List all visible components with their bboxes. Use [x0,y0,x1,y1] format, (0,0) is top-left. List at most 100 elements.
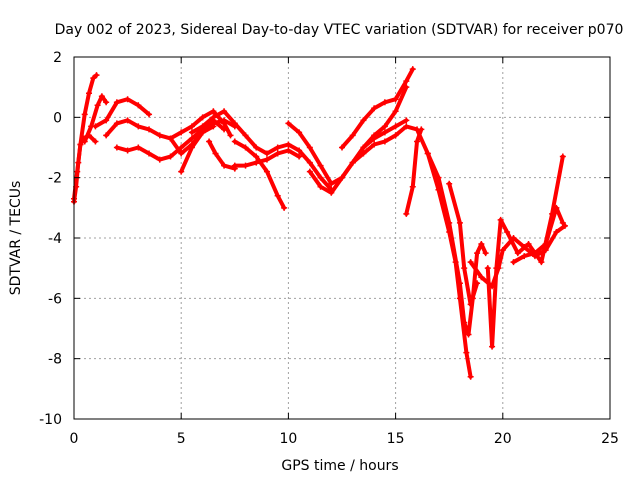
data-point [403,78,410,85]
data-series-11 [231,138,288,211]
x-axis-label: GPS time / hours [281,458,398,474]
data-point [360,144,367,151]
y-tick-label: -10 [39,412,62,428]
data-point [461,265,468,272]
data-point [210,123,217,130]
data-point [435,174,442,181]
data-point [531,250,538,257]
y-axis-label: SDTVAR / TECUs [8,181,24,296]
data-point [221,117,228,124]
data-point [561,222,568,229]
data-point [242,132,249,139]
data-point [146,126,153,133]
data-point [478,274,485,281]
data-point [403,117,410,124]
data-point [392,123,399,130]
data-point [474,280,481,287]
data-point [521,253,528,260]
data-point [553,228,560,235]
series-trail [425,151,488,337]
data-point [409,183,416,190]
data-point [467,373,474,380]
data-series-18 [424,150,489,338]
data-point [231,138,238,145]
data-point [296,129,303,136]
data-point [242,162,249,169]
data-point [446,219,453,226]
data-point [306,159,313,166]
data-markers [71,66,568,380]
axis-ticks: 0 5 10 15 20 25 -10 -8 -6 -4 -2 0 2 [39,50,619,447]
data-point [103,99,110,106]
data-point [231,162,238,169]
data-point [178,168,185,175]
data-point [306,144,313,151]
data-series-9 [188,108,335,193]
data-point [210,108,217,115]
data-point [124,147,131,154]
data-point [478,241,485,248]
data-point [188,129,195,136]
x-tick-label: 20 [494,431,512,447]
data-point [463,349,470,356]
series-trail [340,67,415,150]
series-trail [179,124,216,174]
data-point [559,219,566,226]
data-point [90,75,97,82]
data-point [199,129,206,136]
data-point [263,156,270,163]
y-tick-label: -2 [48,171,62,187]
data-point [514,250,521,257]
data-point [493,265,500,272]
data-point [553,204,560,211]
series-trail [404,127,424,216]
data-point [135,123,142,130]
data-point [135,144,142,151]
data-point [263,150,270,157]
data-point [178,129,185,136]
data-point [206,138,213,145]
data-point [167,135,174,142]
series-trail [232,139,287,210]
chart-title: Day 002 of 2023, Sidereal Day-to-day VTE… [55,22,624,38]
x-tick-label: 0 [70,431,79,447]
data-point [86,90,93,97]
series-trail [189,109,334,192]
data-point [371,135,378,142]
data-point [409,66,416,73]
data-point [199,114,206,121]
data-point [371,141,378,148]
data-point [403,210,410,217]
data-point [285,147,292,154]
data-point [317,183,324,190]
data-point [81,138,88,145]
data-series-19 [446,180,481,308]
data-point [482,250,489,257]
x-tick-label: 15 [387,431,405,447]
series-trail [207,139,237,171]
data-series-15 [339,66,416,151]
data-point [188,135,195,142]
data-point [124,96,131,103]
series-trail [307,118,409,195]
y-tick-label: -4 [48,231,62,247]
data-point [221,162,228,169]
data-series-12 [231,147,303,169]
data-point [274,150,281,157]
data-point [210,114,217,121]
data-point [263,168,270,175]
data-point [274,144,281,151]
data-point [317,162,324,169]
data-series-3 [81,93,110,145]
data-point [456,219,463,226]
data-point [559,153,566,160]
data-point [306,168,313,175]
data-point [499,247,506,254]
data-point [285,141,292,148]
data-point [484,265,491,272]
data-point [392,132,399,139]
data-point [75,159,82,166]
data-point [339,174,345,181]
series-trail [511,205,565,265]
